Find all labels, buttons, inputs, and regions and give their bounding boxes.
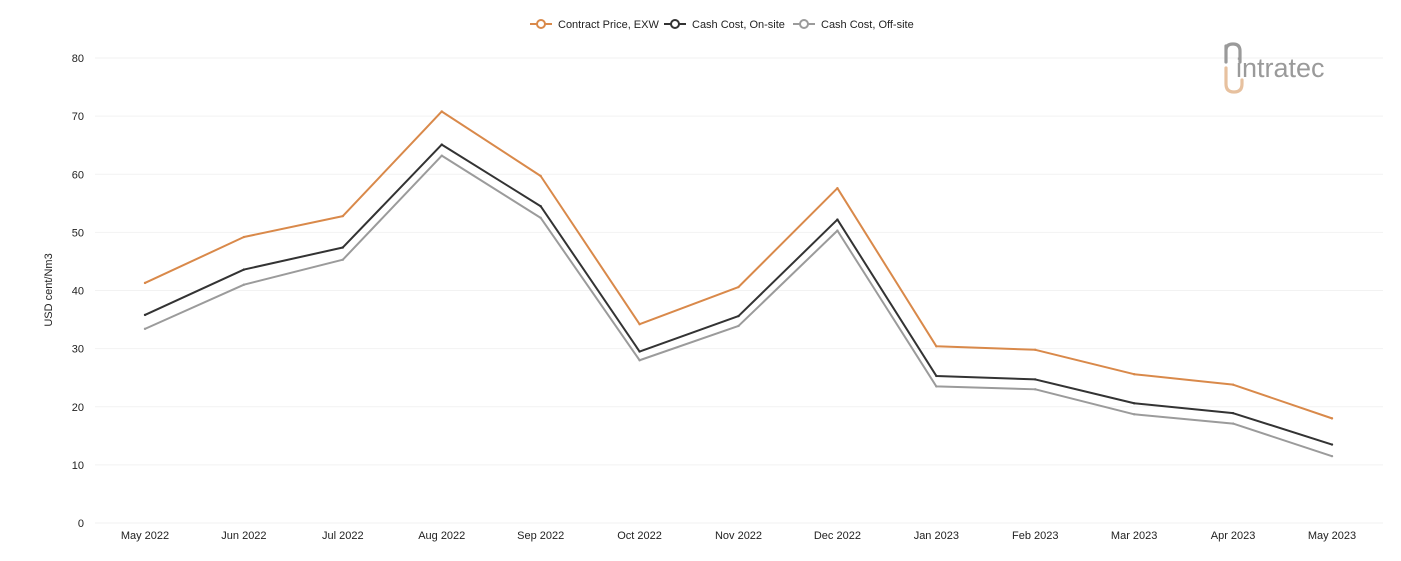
data-point — [341, 258, 345, 261]
data-point — [1330, 417, 1334, 420]
x-axis: May 2022 Jun 2022 Jul 2022 Aug 2022 Sep 2022… — [121, 530, 1356, 542]
y-tick-label: 40 — [72, 286, 84, 298]
data-point — [1231, 383, 1235, 386]
y-tick-label: 0 — [78, 518, 84, 530]
legend-label: Cash Cost, On-site — [692, 19, 785, 31]
y-tick-label: 70 — [72, 111, 84, 123]
series-cash-cost-off-site — [143, 154, 1334, 458]
data-point — [1231, 422, 1235, 425]
data-point — [1330, 454, 1334, 458]
data-point — [638, 323, 641, 326]
data-point — [638, 350, 641, 353]
grid-layer — [95, 57, 1383, 524]
x-tick-label: May 2023 — [1308, 530, 1356, 542]
y-axis: 0 10 20 30 40 50 60 70 80 — [72, 53, 84, 530]
data-point — [1034, 378, 1037, 381]
y-tick-label: 30 — [72, 344, 84, 356]
x-tick-label: Dec 2022 — [814, 530, 861, 542]
x-tick-label: Jun 2022 — [221, 530, 266, 542]
x-tick-label: Apr 2023 — [1211, 530, 1256, 542]
y-tick-label: 80 — [72, 53, 84, 65]
series-cash-cost-on-site — [143, 143, 1334, 446]
data-point — [539, 205, 542, 208]
data-point — [935, 374, 938, 378]
legend-label: Contract Price, EXW — [558, 19, 659, 31]
data-point — [1132, 373, 1136, 376]
series-contract-price-exw — [143, 110, 1334, 420]
x-tick-label: Sep 2022 — [517, 530, 564, 542]
legend: Contract Price, EXW Cash Cost, On-site Cas… — [530, 19, 914, 31]
legend-item: Cash Cost, Off-site — [793, 19, 914, 31]
data-point — [143, 313, 147, 317]
x-tick-label: Nov 2022 — [715, 530, 762, 542]
data-point — [440, 110, 443, 113]
data-point — [539, 174, 542, 178]
data-point — [440, 154, 443, 157]
data-point — [341, 214, 345, 218]
data-point — [1034, 348, 1037, 351]
legend-item: Contract Price, EXW — [530, 19, 659, 31]
legend-marker-icon — [670, 19, 680, 29]
data-point — [1034, 388, 1037, 391]
data-point — [836, 218, 839, 221]
data-point — [737, 324, 740, 328]
legend-item: Cash Cost, On-site — [664, 19, 785, 31]
x-tick-label: Oct 2022 — [617, 530, 662, 542]
data-point — [935, 385, 938, 388]
series-line — [144, 143, 1333, 446]
data-point — [1330, 443, 1334, 446]
data-point — [935, 345, 938, 348]
data-point — [836, 229, 839, 232]
data-point — [242, 235, 246, 239]
y-tick-label: 20 — [72, 402, 84, 414]
y-axis-title: USD cent/Nm3 — [43, 253, 55, 326]
y-tick-label: 50 — [72, 227, 84, 239]
data-point — [836, 187, 839, 190]
y-tick-label: 60 — [72, 169, 84, 181]
data-point — [737, 285, 740, 289]
x-tick-label: Aug 2022 — [418, 530, 465, 542]
series-line — [144, 154, 1333, 458]
data-point — [143, 281, 147, 285]
x-tick-label: Jul 2022 — [322, 530, 364, 542]
x-tick-label: May 2022 — [121, 530, 169, 542]
data-point — [1132, 402, 1136, 405]
data-point — [440, 143, 443, 146]
data-point — [1231, 411, 1235, 415]
data-point — [737, 314, 740, 318]
data-point — [143, 327, 147, 331]
y-tick-label: 10 — [72, 460, 84, 472]
data-point — [1132, 413, 1136, 416]
data-point — [242, 283, 246, 286]
data-point — [242, 268, 246, 271]
intratec-logo: intratec — [1224, 42, 1325, 94]
data-point — [341, 246, 345, 249]
legend-label: Cash Cost, Off-site — [821, 19, 914, 31]
series-layer — [143, 110, 1334, 458]
legend-marker-icon — [799, 19, 809, 29]
data-point — [638, 359, 641, 362]
legend-marker-icon — [536, 19, 546, 29]
x-tick-label: Feb 2023 — [1012, 530, 1058, 542]
data-point — [539, 216, 542, 220]
logo-text: intratec — [1236, 53, 1325, 83]
x-tick-label: Jan 2023 — [914, 530, 959, 542]
x-tick-label: Mar 2023 — [1111, 530, 1157, 542]
